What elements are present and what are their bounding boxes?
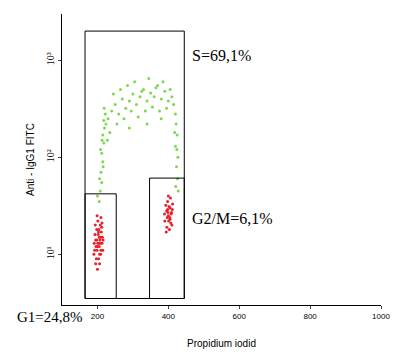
svg-text:Anti - IgG1 FITC: Anti - IgG1 FITC <box>25 123 36 196</box>
svg-text:Propidium iodid: Propidium iodid <box>187 338 256 349</box>
svg-text:600: 600 <box>233 312 247 321</box>
svg-text:10³: 10³ <box>45 52 56 65</box>
svg-text:10²: 10² <box>45 149 56 162</box>
svg-text:400: 400 <box>162 312 176 321</box>
svg-text:10¹: 10¹ <box>45 246 56 259</box>
svg-text:1000: 1000 <box>372 312 390 321</box>
svg-text:G2/M=6,1%: G2/M=6,1% <box>192 210 273 227</box>
svg-text:200: 200 <box>91 312 105 321</box>
svg-text:800: 800 <box>303 312 317 321</box>
svg-text:S=69,1%: S=69,1% <box>192 47 251 64</box>
svg-text:G1=24,8%: G1=24,8% <box>17 309 83 325</box>
